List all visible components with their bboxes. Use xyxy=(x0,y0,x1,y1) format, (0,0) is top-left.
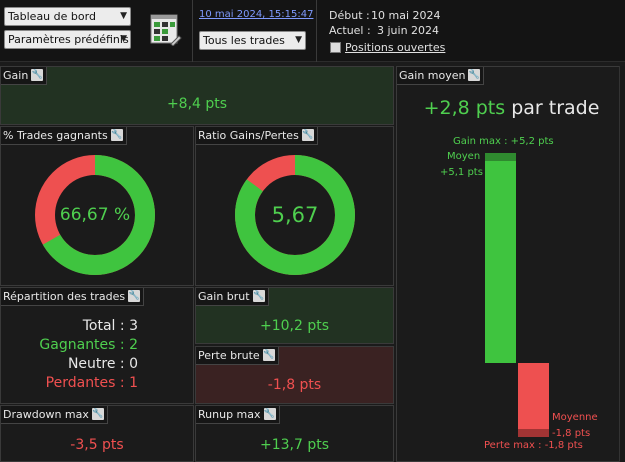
perte-brute-panel: Perte brute 🔧 -1,8 pts xyxy=(195,346,394,404)
gain-moyen-value: +2,8 pts xyxy=(423,97,506,119)
actuel-label: Actuel : xyxy=(329,24,371,37)
perdantes-value: 1 xyxy=(129,375,138,391)
wrench-icon[interactable]: 🔧 xyxy=(91,408,104,420)
donut-win-arc xyxy=(35,155,155,275)
scrollbar[interactable] xyxy=(619,66,625,462)
donut-win-arc xyxy=(235,155,355,275)
repartition-title: Répartition des trades 🔧 xyxy=(1,288,145,306)
neutre-value: 0 xyxy=(129,356,138,372)
gain-moyen-panel: Gain moyen 🔧 +2,8 pts par trade Gain max… xyxy=(396,66,625,462)
wrench-icon[interactable]: 🔧 xyxy=(31,69,44,81)
gain-brut-title: Gain brut 🔧 xyxy=(196,288,269,306)
repartition-neutre: Neutre : 0 xyxy=(68,356,138,372)
wrench-icon[interactable]: 🔧 xyxy=(110,129,123,141)
ratio-value: 5,67 xyxy=(271,203,319,227)
gain-max-marker xyxy=(485,153,516,161)
gagnantes-value: 2 xyxy=(129,337,138,353)
runup-title: Runup max 🔧 xyxy=(196,406,280,424)
wrench-icon[interactable]: 🔧 xyxy=(301,129,314,141)
average-gain-bar xyxy=(485,153,516,363)
gain-brut-title-label: Gain brut xyxy=(198,290,250,303)
debut-label: Début : xyxy=(329,9,370,22)
moyen-label: Moyen xyxy=(447,151,481,162)
toolbar: Tableau de bord ▼ Paramètres prédéfinis … xyxy=(0,0,625,62)
chevron-down-icon: ▼ xyxy=(120,34,127,44)
wrench-icon[interactable]: 🔧 xyxy=(252,290,265,302)
gain-brut-panel: Gain brut 🔧 +10,2 pts xyxy=(195,287,394,344)
moyenne-value: -1,8 pts xyxy=(552,428,591,439)
neutre-label: Neutre : xyxy=(67,356,125,372)
perte-max-label: Perte max : -1,8 pts xyxy=(484,440,583,451)
trades-gagnants-title-label: % Trades gagnants xyxy=(3,129,108,142)
preset-select[interactable]: Paramètres prédéfinis ▼ xyxy=(4,30,131,49)
ratio-title-label: Ratio Gains/Pertes xyxy=(198,129,299,142)
trades-select[interactable]: Tous les trades ▼ xyxy=(199,31,306,50)
trades-select-label: Tous les trades xyxy=(203,34,285,47)
drawdown-title: Drawdown max 🔧 xyxy=(1,406,108,424)
date-link[interactable]: 10 mai 2024, 15:15:47 xyxy=(199,9,314,20)
gain-panel: Gain 🔧 +8,4 pts xyxy=(0,66,394,125)
runup-value: +13,7 pts xyxy=(259,437,330,453)
view-select-label: Tableau de bord xyxy=(8,10,96,23)
repartition-panel: Répartition des trades 🔧 Total : 3 Gagna… xyxy=(0,287,194,404)
wrench-icon[interactable]: 🔧 xyxy=(128,290,141,302)
ratio-donut xyxy=(235,155,355,275)
view-select[interactable]: Tableau de bord ▼ xyxy=(4,7,131,26)
preset-select-label: Paramètres prédéfinis xyxy=(8,33,129,46)
moyen-value: +5,1 pts xyxy=(440,167,483,178)
ratio-title: Ratio Gains/Pertes 🔧 xyxy=(196,127,318,145)
repartition-gagnantes: Gagnantes : 2 xyxy=(39,337,138,353)
trades-gagnants-panel: % Trades gagnants 🔧 66,67 % xyxy=(0,126,194,286)
trades-gagnants-donut xyxy=(35,155,155,275)
perte-brute-title: Perte brute 🔧 xyxy=(196,347,279,365)
total-value: 3 xyxy=(129,318,138,334)
positions-label[interactable]: Positions ouvertes xyxy=(345,41,446,54)
runup-panel: Runup max 🔧 +13,7 pts xyxy=(195,405,394,462)
wrench-icon[interactable]: 🔧 xyxy=(262,349,275,361)
gain-moyen-headline: +2,8 pts par trade xyxy=(397,97,624,119)
gagnantes-label: Gagnantes : xyxy=(39,337,125,353)
toolbar-separator xyxy=(192,0,193,62)
gain-moyen-title-label: Gain moyen xyxy=(399,69,466,82)
total-label: Total : xyxy=(82,318,125,334)
repartition-title-label: Répartition des trades xyxy=(3,290,126,303)
positions-checkbox[interactable] xyxy=(330,42,341,53)
actuel-value: 3 juin 2024 xyxy=(377,24,440,37)
gain-brut-value: +10,2 pts xyxy=(259,318,330,334)
moyenne-label: Moyenne xyxy=(552,412,598,423)
toolbar-separator xyxy=(316,0,317,62)
gain-moyen-suffix: par trade xyxy=(511,97,600,119)
average-loss-bar xyxy=(518,363,549,437)
trades-gagnants-title: % Trades gagnants 🔧 xyxy=(1,127,127,145)
perdantes-label: Perdantes : xyxy=(45,375,125,391)
gain-title-label: Gain xyxy=(3,69,29,82)
gain-max-label: Gain max : +5,2 pts xyxy=(453,136,554,147)
chevron-down-icon: ▼ xyxy=(120,11,127,21)
gain-moyen-title: Gain moyen 🔧 xyxy=(397,67,485,85)
drawdown-title-label: Drawdown max xyxy=(3,408,89,421)
debut-value: 10 mai 2024 xyxy=(371,9,441,22)
repartition-total: Total : 3 xyxy=(83,318,138,334)
perte-brute-value: -1,8 pts xyxy=(267,377,322,393)
wrench-icon[interactable]: 🔧 xyxy=(263,408,276,420)
drawdown-value: -3,5 pts xyxy=(70,437,124,453)
drawdown-panel: Drawdown max 🔧 -3,5 pts xyxy=(0,405,194,462)
runup-title-label: Runup max xyxy=(198,408,261,421)
gain-title: Gain 🔧 xyxy=(1,67,48,85)
gain-value: +8,4 pts xyxy=(166,96,228,112)
repartition-perdantes: Perdantes : 1 xyxy=(46,375,138,391)
wrench-icon[interactable]: 🔧 xyxy=(468,69,481,81)
ratio-panel: Ratio Gains/Pertes 🔧 5,67 xyxy=(195,126,394,286)
trades-gagnants-value: 66,67 % xyxy=(59,205,131,225)
chevron-down-icon: ▼ xyxy=(295,35,302,45)
perte-brute-title-label: Perte brute xyxy=(198,349,260,362)
perte-max-marker xyxy=(518,429,549,437)
trade-table-icon[interactable] xyxy=(150,14,182,47)
